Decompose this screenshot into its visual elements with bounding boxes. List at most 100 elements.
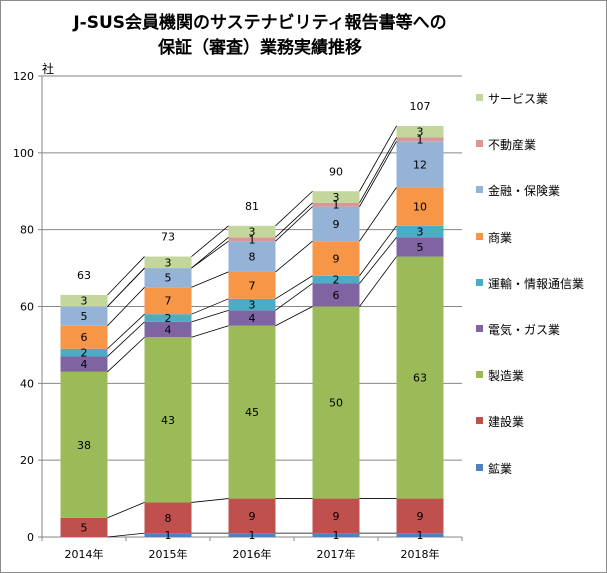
- data-label: 5: [81, 310, 88, 323]
- legend-swatch: [476, 94, 483, 101]
- data-label: 1: [249, 529, 256, 542]
- data-label: 8: [249, 251, 256, 264]
- legend-label: 不動産業: [488, 138, 537, 153]
- data-label: 9: [333, 252, 340, 265]
- series-line: [107, 336, 145, 373]
- data-label: 1: [417, 133, 424, 146]
- bar-segment: [228, 271, 276, 299]
- data-label: 8: [165, 512, 172, 525]
- y-tick-label: 100: [13, 147, 34, 160]
- series-line: [191, 271, 229, 288]
- legend-swatch: [476, 325, 483, 332]
- legend-label: 建設業: [488, 415, 525, 430]
- bar-segment: [396, 533, 444, 537]
- bar-segment: [312, 275, 360, 284]
- bar-segment: [228, 498, 276, 534]
- series-line: [359, 187, 397, 242]
- x-tick-label: 2017年: [317, 547, 356, 561]
- total-label: 90: [329, 165, 343, 178]
- total-label: 81: [245, 200, 259, 213]
- data-label: 3: [249, 226, 256, 239]
- legend-label: サービス業: [488, 92, 549, 106]
- series-line: [191, 309, 229, 323]
- series-line: [191, 298, 229, 315]
- series-line: [275, 206, 313, 242]
- y-tick-label: 40: [20, 377, 34, 390]
- bar-segment: [312, 241, 360, 276]
- bar-segment: [60, 348, 108, 357]
- total-label: 63: [77, 269, 91, 282]
- bar-segment: [312, 202, 360, 207]
- bar-segment: [228, 325, 276, 499]
- y-axis-label: 社: [42, 61, 54, 76]
- legend-swatch: [476, 417, 483, 425]
- bar-segment: [144, 502, 192, 534]
- bar-segment: [312, 283, 360, 307]
- legend-label: 製造業: [488, 369, 525, 384]
- series-line: [191, 225, 229, 257]
- series-line: [191, 237, 229, 269]
- bar-segment: [396, 225, 444, 238]
- bar-segment: [312, 306, 360, 499]
- bar-segment: [228, 310, 276, 326]
- bars: [60, 125, 444, 537]
- data-label: 3: [417, 126, 424, 139]
- data-label: 4: [165, 324, 172, 337]
- data-label: 5: [165, 272, 172, 285]
- data-label: 9: [249, 510, 256, 523]
- series-line: [275, 190, 313, 227]
- bar-segment: [60, 356, 108, 372]
- data-label: 5: [417, 241, 424, 254]
- bar-segment: [312, 498, 360, 534]
- data-label: 1: [249, 233, 256, 246]
- series-connector-lines: [107, 125, 397, 538]
- bar-segment: [396, 237, 444, 257]
- data-label: 3: [333, 191, 340, 204]
- data-label: 1: [417, 529, 424, 542]
- series-line: [275, 202, 313, 238]
- series-line: [107, 287, 145, 326]
- bar-segment: [144, 337, 192, 503]
- chart-title-line1: J-SUS会員機関のサステナビリティ報告書等への: [73, 13, 447, 33]
- bar-segment: [60, 517, 108, 537]
- data-label: 9: [333, 218, 340, 231]
- legend-label: 金融・保険業: [488, 184, 561, 199]
- data-label: 9: [417, 510, 424, 523]
- x-tick-label: 2016年: [233, 547, 272, 561]
- series-line: [359, 256, 397, 307]
- series-line: [359, 237, 397, 284]
- legend-swatch: [476, 371, 483, 379]
- legend-label: 商業: [488, 230, 513, 245]
- series-line: [107, 532, 145, 538]
- data-labels: 1 1 1 1 5 8 9 9 9 38 43 45 50 63 4 4 4 6 5 2 2 3 2 3 6 7 7 9 10 5 5 8 9 1…: [77, 100, 431, 542]
- bar-segment: [60, 325, 108, 349]
- data-label: 43: [161, 414, 175, 427]
- bar-segment: [228, 225, 276, 238]
- series-line: [107, 502, 145, 519]
- bar-segment: [312, 533, 360, 537]
- data-label: 6: [333, 289, 340, 302]
- data-label: 2: [333, 274, 340, 287]
- x-tick-label: 2018年: [401, 547, 440, 561]
- y-tick-label: 120: [13, 70, 34, 83]
- bar-segment: [60, 306, 108, 326]
- series-line: [275, 306, 313, 327]
- bar-segment: [396, 256, 444, 499]
- bar-segment: [144, 321, 192, 338]
- legend-label: 運輸・情報通信業: [488, 276, 585, 291]
- total-label: 73: [161, 231, 175, 244]
- series-line: [359, 137, 397, 203]
- bar-segment: [60, 294, 108, 307]
- data-label: 7: [249, 279, 256, 292]
- bar-segment: [144, 287, 192, 315]
- series-line: [107, 321, 145, 357]
- bar-segment: [60, 371, 108, 518]
- chart-title-line2: 保証（審査）業務実績推移: [158, 38, 362, 58]
- y-tick-label: 80: [20, 224, 34, 237]
- bar-segment: [144, 268, 192, 288]
- data-label: 2: [81, 347, 88, 360]
- data-label: 1: [165, 529, 172, 542]
- series-line: [359, 141, 397, 207]
- data-label: 4: [81, 358, 88, 371]
